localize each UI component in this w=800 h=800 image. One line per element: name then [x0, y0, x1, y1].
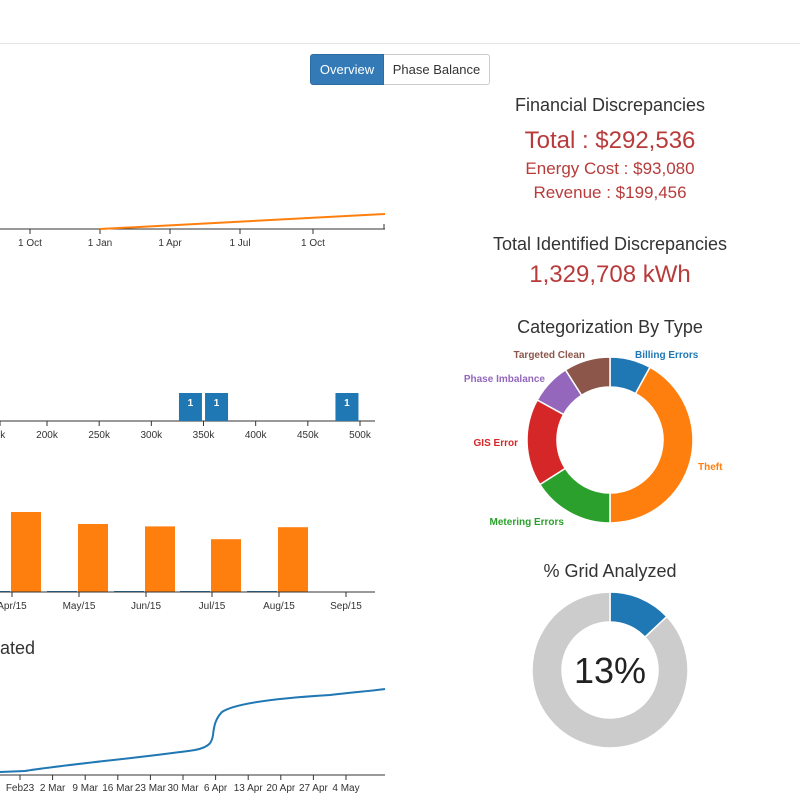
financial-total: Total : $292,536 — [524, 127, 696, 154]
cumulative-tick-label: Feb23 — [6, 783, 35, 794]
tab-phase-balance[interactable]: Phase Balance — [384, 54, 490, 85]
grid-analyzed-donut-chart: 13% — [531, 591, 689, 749]
histogram-bar — [178, 393, 202, 421]
histogram-tick-label: 350k — [193, 430, 216, 441]
category-slice-label: Metering Errors — [490, 517, 565, 528]
histogram-tick-label: 300k — [140, 430, 163, 441]
cumulative-tick-label: 23 Mar — [135, 783, 167, 794]
financial-energy-cost: Energy Cost : $93,080 — [525, 159, 695, 178]
monthly-bar-orange — [78, 524, 108, 592]
category-slice-label: Theft — [698, 462, 723, 473]
monthly-bar-chart: Apr/15 May/15 Jun/15 Jul/15 Aug/15 Sep/15 — [0, 512, 375, 612]
cumulative-tick-label: 6 Apr — [204, 783, 228, 794]
timeline-tick-label: 1 Apr — [158, 238, 182, 249]
histogram-tick-label: 400k — [245, 430, 268, 441]
cumulative-tick-label: 20 Apr — [266, 783, 296, 794]
tab-overview[interactable]: Overview — [310, 54, 384, 85]
histogram-bar — [205, 393, 229, 421]
monthly-bar-orange — [145, 526, 175, 592]
histogram-tick-label: 200k — [36, 430, 59, 441]
monthly-tick-label: May/15 — [63, 601, 96, 612]
identified-heading: Total Identified Discrepancies — [492, 234, 728, 254]
category-slice-label: Targeted Clean — [514, 350, 586, 361]
histogram-tick-label: 0k — [0, 430, 6, 441]
financial-revenue: Revenue : $199,456 — [533, 183, 687, 202]
view-toggle: Overview Phase Balance — [310, 54, 490, 85]
timeline-chart: 1 Oct 1 Jan 1 Apr 1 Jul 1 Oct — [0, 213, 386, 249]
financial-heading: Financial Discrepancies — [514, 95, 706, 115]
grid-slice — [531, 591, 689, 749]
histogram-bar-label: 1 — [214, 398, 220, 409]
monthly-bar-orange — [278, 527, 308, 592]
cumulative-tick-label: 16 Mar — [102, 783, 134, 794]
monthly-tick-label: Jun/15 — [131, 601, 161, 612]
histogram-tick-label: 500k — [349, 430, 372, 441]
timeline-tick-label: 1 Oct — [18, 238, 42, 249]
cumulative-tick-label: 27 Apr — [299, 783, 329, 794]
category-slice-label: GIS Error — [474, 438, 519, 449]
timeline-tick-label: 1 Jul — [229, 238, 250, 249]
histogram-bar — [335, 393, 359, 421]
histogram-tick-label: 450k — [297, 430, 320, 441]
cumulative-tick-label: 30 Mar — [167, 783, 199, 794]
histogram-tick-label: 250k — [88, 430, 111, 441]
histogram-bar-label: 1 — [188, 398, 194, 409]
cumulative-tick-label: 2 Mar — [40, 783, 66, 794]
cumulative-tick-label: 4 May — [332, 783, 359, 794]
categorization-donut-chart: Billing Errors Theft Metering Errors GIS Er… — [464, 350, 723, 528]
category-slice-label: Billing Errors — [635, 350, 699, 361]
grid-percent-label: 13% — [574, 650, 646, 691]
grid-analyzed-heading: % Grid Analyzed — [543, 561, 677, 581]
top-bar — [0, 0, 800, 44]
cumulative-tick-label: 13 Apr — [234, 783, 264, 794]
monthly-tick-label: Jul/15 — [199, 601, 226, 612]
histogram-chart: 1 1 1 0k 200k 250k 300k 350k 400k 450k 500k — [0, 393, 375, 441]
cumulative-series-line — [0, 688, 386, 773]
timeline-series-line — [99, 213, 386, 230]
category-slice — [609, 366, 694, 524]
timeline-tick-label: 1 Jan — [88, 238, 112, 249]
cumulative-tick-label: 9 Mar — [72, 783, 98, 794]
monthly-bar-orange — [11, 512, 41, 592]
monthly-tick-label: Sep/15 — [330, 601, 362, 612]
cumulative-line-chart: Feb23 2 Mar 9 Mar 16 Mar 23 Mar 30 Mar 6 Apr 13… — [0, 688, 386, 794]
monthly-bar-orange — [211, 539, 241, 592]
identified-value: 1,329,708 kWh — [529, 261, 691, 288]
cumulative-chart-title: ated — [0, 638, 36, 658]
monthly-tick-label: Aug/15 — [263, 601, 295, 612]
category-slice — [564, 356, 611, 397]
timeline-tick-label: 1 Oct — [301, 238, 325, 249]
category-slice-label: Phase Imbalance — [464, 374, 546, 385]
monthly-tick-label: Apr/15 — [0, 601, 27, 612]
histogram-bar-label: 1 — [344, 398, 350, 409]
categorization-heading: Categorization By Type — [517, 317, 703, 337]
